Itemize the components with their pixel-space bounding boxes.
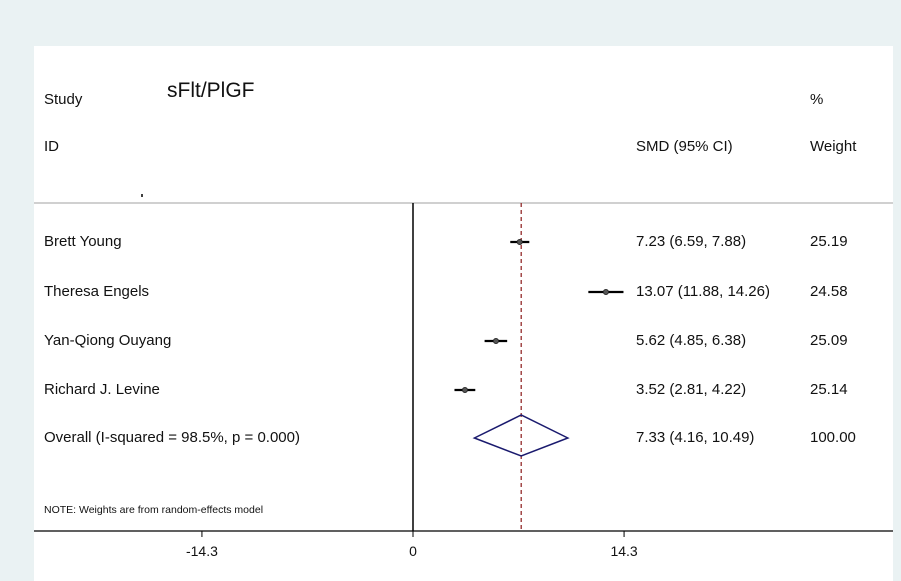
point-estimate: [516, 238, 523, 245]
ci-text: 3.52 (2.81, 4.22): [636, 381, 747, 398]
weight-text: 24.58: [810, 283, 848, 300]
plot-panel: [34, 46, 893, 581]
point-estimate: [492, 337, 499, 344]
x-tick-label: -14.3: [186, 543, 218, 559]
study-label: Yan-Qiong Ouyang: [44, 332, 172, 349]
study-label: Theresa Engels: [44, 283, 150, 300]
header-weight: Weight: [810, 138, 857, 155]
marker-title: sFlt/PlGF: [167, 79, 255, 102]
overall-weight-text: 100.00: [810, 429, 856, 446]
overall-label: Overall (I-squared = 98.5%, p = 0.000): [44, 429, 300, 446]
ci-text: 7.23 (6.59, 7.88): [636, 233, 747, 250]
weight-text: 25.09: [810, 332, 848, 349]
weight-text: 25.19: [810, 233, 848, 250]
ci-text: 5.62 (4.85, 6.38): [636, 332, 747, 349]
point-estimate: [461, 386, 468, 393]
x-tick-label: 0: [409, 543, 417, 559]
x-tick-label: 14.3: [610, 543, 637, 559]
study-label: Richard J. Levine: [44, 381, 160, 398]
ci-text: 13.07 (11.88, 14.26): [636, 283, 770, 300]
point-estimate: [602, 288, 609, 295]
header-study: Study: [44, 91, 83, 108]
footnote: NOTE: Weights are from random-effects mo…: [44, 504, 264, 516]
overall-ci-text: 7.33 (4.16, 10.49): [636, 429, 755, 446]
header-smd: SMD (95% CI): [636, 138, 733, 155]
study-label: Brett Young: [44, 233, 122, 250]
header-pct: %: [810, 91, 824, 108]
overall-diamond: [472, 414, 570, 457]
weight-text: 25.14: [810, 381, 848, 398]
header-id: ID: [44, 138, 59, 155]
